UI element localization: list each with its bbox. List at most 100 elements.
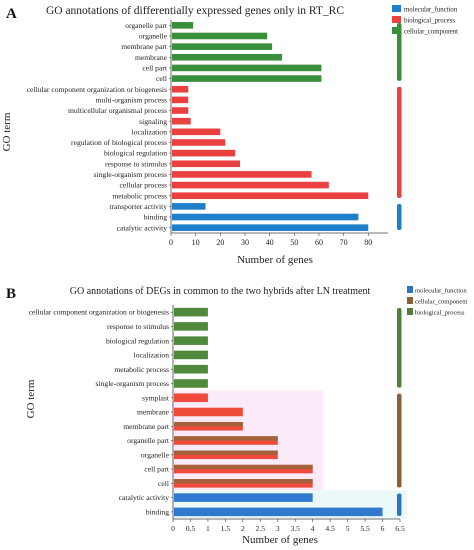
bar xyxy=(172,64,322,72)
category-label: response to stimulus xyxy=(105,159,167,168)
x-tick-label: 20 xyxy=(216,238,224,247)
legend-swatch xyxy=(407,286,413,293)
category-label: regulation of biological process xyxy=(71,138,167,147)
bar-shade xyxy=(174,464,313,470)
group-bracket xyxy=(397,308,402,388)
x-tick-label: 4.5 xyxy=(325,524,335,533)
bar xyxy=(174,364,208,374)
x-tick-label: 30 xyxy=(241,238,249,247)
category-label: metabolic process xyxy=(114,365,169,374)
category-label: organelle xyxy=(141,450,170,459)
bar xyxy=(172,192,369,200)
x-tick-label: 40 xyxy=(266,238,274,247)
x-tick-label: 0 xyxy=(171,524,175,533)
bar xyxy=(172,107,189,114)
category-label: membrane xyxy=(135,53,168,62)
bar xyxy=(172,171,312,178)
category-label: cell xyxy=(158,479,169,488)
category-label: single-organism process xyxy=(94,170,168,179)
bar xyxy=(172,160,241,168)
category-label: single-organism process xyxy=(96,379,170,388)
bar xyxy=(172,139,226,146)
category-label: response to stimulus xyxy=(107,322,169,331)
category-label: cell part xyxy=(144,465,170,474)
x-tick-label: 80 xyxy=(364,238,372,247)
category-label: binding xyxy=(144,213,167,222)
x-tick-label: 4 xyxy=(311,524,315,533)
x-tick-label: 5 xyxy=(346,524,350,533)
x-tick-label: 0 xyxy=(169,238,173,247)
category-label: organelle part xyxy=(125,21,168,30)
x-tick-label: 50 xyxy=(290,238,298,247)
bar xyxy=(174,507,383,517)
x-tick-label: 10 xyxy=(192,238,200,247)
chart-panel-b: B GO annotations of DEGs in common to th… xyxy=(0,275,474,550)
category-label: membrane xyxy=(137,408,170,417)
bar xyxy=(172,53,282,61)
category-label: cellular component organization or bioge… xyxy=(27,85,167,94)
category-label: membrane part xyxy=(121,42,168,51)
x-tick-label: 2 xyxy=(241,524,245,533)
bar xyxy=(172,32,268,40)
bar xyxy=(172,96,189,104)
x-tick-label: 3.5 xyxy=(290,524,300,533)
category-label: biological regulation xyxy=(104,149,167,158)
legend-swatch xyxy=(407,308,413,315)
x-tick-label: 0.5 xyxy=(186,524,196,533)
chart-b-svg: B GO annotations of DEGs in common to th… xyxy=(6,286,468,546)
category-label: multicellular organismal process xyxy=(68,106,167,115)
bar xyxy=(172,224,369,231)
bar xyxy=(172,117,191,125)
bar-shade xyxy=(174,436,278,441)
bar-shade xyxy=(174,421,243,427)
bar xyxy=(174,493,313,502)
category-label: binding xyxy=(146,507,169,516)
x-tick-label: 6 xyxy=(381,524,385,533)
bar xyxy=(174,464,313,474)
group-bracket xyxy=(397,493,402,516)
bar xyxy=(172,149,236,157)
chart-panel-a: A GO annotations of differentially expre… xyxy=(1,5,458,266)
x-tick-label: 70 xyxy=(340,238,348,247)
category-label: biological regulation xyxy=(106,336,169,345)
legend-label: molecular_function xyxy=(404,7,458,14)
legend-label: cellular_component xyxy=(415,299,468,306)
category-label: membrane part xyxy=(123,422,170,431)
chart-b-ylabel: GO term xyxy=(25,379,37,418)
bar xyxy=(172,203,206,210)
chart-a-ylabel: GO term xyxy=(1,112,13,151)
bar xyxy=(174,379,208,388)
category-label: signaling xyxy=(139,117,167,126)
chart-b-title: GO annotations of DEGs in common to the … xyxy=(70,286,371,297)
category-label: organelle xyxy=(139,32,168,41)
bar xyxy=(174,322,208,331)
bar-shade xyxy=(174,450,278,455)
chart-a-svg: A GO annotations of differentially expre… xyxy=(1,5,458,266)
group-bracket xyxy=(397,23,402,81)
x-tick-label: 6.5 xyxy=(395,524,405,533)
category-label: transporter activity xyxy=(109,202,167,211)
legend-label: biological_process xyxy=(415,310,465,317)
bar xyxy=(174,336,208,345)
bar xyxy=(172,128,221,136)
bar xyxy=(172,213,359,221)
bar-shade xyxy=(174,479,313,484)
category-label: multi-organism process xyxy=(96,95,167,104)
bar xyxy=(174,479,313,488)
category-label: symplast xyxy=(142,393,170,402)
legend-swatch xyxy=(392,16,401,23)
category-label: catalytic activity xyxy=(117,223,168,232)
legend-label: molecular_function xyxy=(415,288,467,295)
bar xyxy=(174,307,208,317)
chart-a-title: GO annotations of differentially express… xyxy=(46,5,344,17)
legend-label: cellular_component xyxy=(404,29,458,36)
group-bracket xyxy=(397,393,402,488)
bar xyxy=(172,85,189,93)
x-tick-label: 60 xyxy=(315,238,323,247)
category-label: cellular component organization or bioge… xyxy=(29,308,169,317)
category-label: catalytic activity xyxy=(119,493,170,502)
category-label: metabolic process xyxy=(112,191,167,200)
bar xyxy=(174,350,208,360)
bar xyxy=(174,407,243,417)
bar xyxy=(172,22,194,29)
